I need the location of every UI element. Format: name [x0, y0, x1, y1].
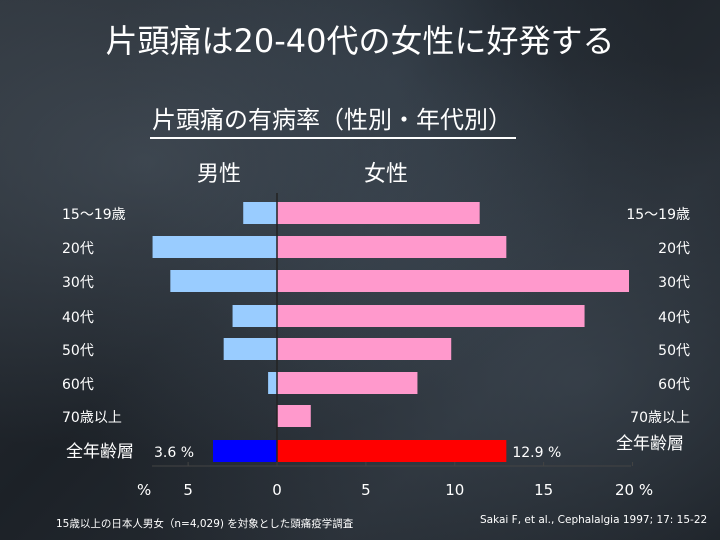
- category-label-right-7: 全年齢層: [616, 434, 684, 454]
- female-bar-6: [277, 405, 311, 427]
- female-total-data-label: 12.9 %: [512, 445, 561, 461]
- male-bar-2: [170, 270, 277, 292]
- category-label-left-3: 40代: [62, 310, 94, 326]
- source-citation: Sakai F, et al., Cephalalgia 1997; 17: 1…: [480, 514, 708, 526]
- category-label-right-3: 40代: [658, 310, 690, 326]
- axes-group: [152, 193, 634, 467]
- x-tick-label-1: 0: [272, 481, 282, 499]
- male-bar-3: [232, 305, 277, 327]
- female-bar-7: [277, 440, 507, 462]
- female-bar-1: [277, 236, 507, 258]
- male-total-data-label: 3.6 %: [154, 445, 194, 461]
- labels-group: 15〜19歳 15〜19歳 20代 20代 30代 30代 40代 40代 50代 50代 60代 6…: [62, 207, 690, 499]
- category-label-right-0: 15〜19歳: [626, 207, 690, 223]
- male-bar-1: [152, 236, 277, 258]
- female-header: 女性: [364, 162, 409, 187]
- category-label-left-5: 60代: [62, 377, 94, 393]
- bars-group: [152, 202, 629, 462]
- category-label-left-1: 20代: [62, 241, 94, 257]
- male-bar-0: [243, 202, 277, 224]
- x-axis-end-label: 20 %: [615, 481, 653, 499]
- x-tick-label-4: 15: [534, 481, 553, 499]
- female-bar-3: [277, 305, 585, 327]
- category-label-left-0: 15〜19歳: [62, 207, 126, 223]
- x-tick-label-0: 5: [183, 481, 193, 499]
- male-bar-4: [223, 338, 277, 360]
- female-bar-4: [277, 338, 452, 360]
- category-label-left-2: 30代: [62, 275, 94, 291]
- x-tick-label-2: 5: [361, 481, 371, 499]
- category-label-left-7: 全年齢層: [66, 442, 134, 462]
- male-bar-7: [213, 440, 277, 462]
- chart-title: 片頭痛の有病率（性別・年代別）: [150, 100, 516, 139]
- x-axis-unit: %: [137, 481, 151, 499]
- category-label-right-4: 50代: [658, 343, 690, 359]
- female-bar-0: [277, 202, 480, 224]
- female-bar-5: [277, 372, 418, 394]
- category-label-left-4: 50代: [62, 343, 94, 359]
- footnote: 15歳以上の日本人男女（n=4,029) を対象とした頭痛疫学調査: [56, 518, 354, 530]
- female-bar-2: [277, 270, 629, 292]
- category-label-right-2: 30代: [658, 275, 690, 291]
- category-label-right-6: 70歳以上: [630, 410, 690, 426]
- male-bar-5: [268, 372, 277, 394]
- category-label-left-6: 70歳以上: [62, 410, 122, 426]
- x-tick-label-3: 10: [445, 481, 464, 499]
- male-header: 男性: [197, 162, 242, 187]
- category-label-right-5: 60代: [658, 377, 690, 393]
- slide-title: 片頭痛は20-40代の女性に好発する: [105, 22, 615, 60]
- category-label-right-1: 20代: [658, 241, 690, 257]
